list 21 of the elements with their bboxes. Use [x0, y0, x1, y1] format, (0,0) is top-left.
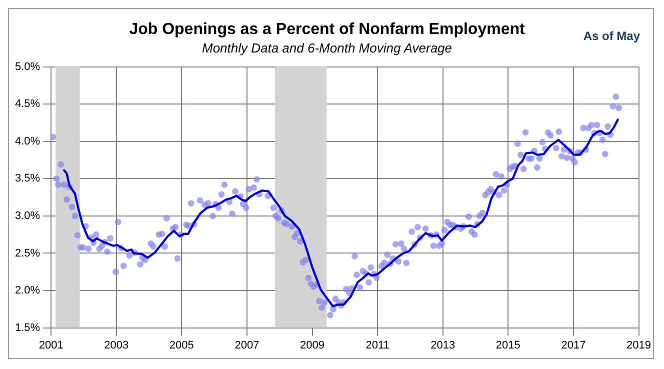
x-tick-label: 2009	[300, 339, 325, 352]
y-tick-label: 3.0%	[14, 210, 40, 222]
y-tick-label: 4.0%	[14, 135, 40, 148]
x-tick-label: 2001	[38, 339, 64, 352]
x-tick-label: 2019	[626, 339, 652, 352]
chart-title: Job Openings as a Percent of Nonfarm Employment	[129, 21, 526, 38]
x-tick-label: 2011	[366, 339, 390, 352]
y-tick-label: 1.5%	[14, 322, 40, 334]
y-tick-label: 2.5%	[14, 247, 40, 260]
x-tick-label: 2017	[561, 339, 586, 352]
x-tick-label: 2007	[234, 339, 260, 352]
x-tick-label: 2013	[430, 339, 456, 352]
x-tick-label: 2005	[169, 339, 194, 352]
text: As of May	[583, 29, 640, 43]
x-tick-label: 2015	[496, 339, 520, 352]
y-tick-label: 2.0%	[14, 284, 40, 297]
y-tick-label: 3.5%	[14, 172, 40, 185]
y-tick-label: 4.5%	[14, 98, 40, 110]
x-tick-label: 2003	[104, 339, 129, 352]
chart-subtitle: Monthly Data and 6-Month Moving Average	[202, 40, 452, 56]
y-tick-label: 5.0%	[14, 60, 40, 73]
